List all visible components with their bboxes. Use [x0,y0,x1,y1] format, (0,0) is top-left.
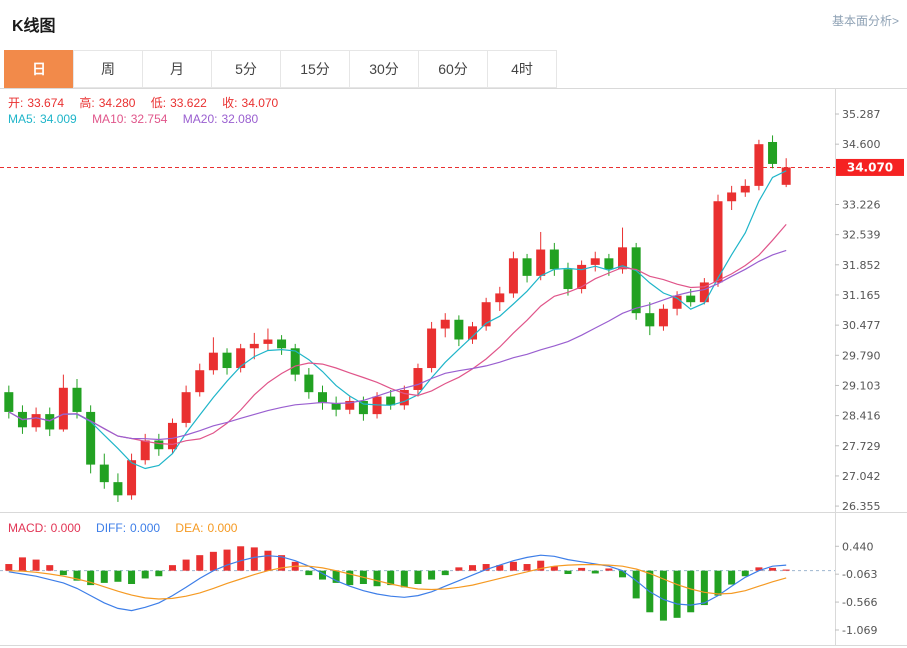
fundamental-analysis-link[interactable]: 基本面分析> [831,14,899,28]
svg-text:34.070: 34.070 [847,160,893,174]
candlestick-series [4,135,791,502]
ma5-line [8,170,787,470]
tab-60min[interactable]: 60分 [418,50,488,88]
page-header: K线图 基本面分析> [0,0,907,50]
diff-line [8,554,787,612]
macd-axis: 0.440 -0.063 -0.566 -1.069 [835,540,877,637]
svg-text:34.600: 34.600 [842,138,881,151]
svg-text:28.416: 28.416 [842,410,881,423]
svg-text:26.355: 26.355 [842,500,881,513]
dea-line [8,564,787,600]
kline-chart[interactable]: 35.287 34.600 33.226 32.539 31.852 31.165 30.4… [0,88,907,648]
ma10-line [8,224,787,446]
tab-30min[interactable]: 30分 [349,50,419,88]
svg-text:-0.566: -0.566 [842,596,877,609]
svg-text:0.440: 0.440 [842,540,874,553]
svg-text:32.539: 32.539 [842,229,881,242]
panel-borders [0,88,907,646]
svg-text:31.165: 31.165 [842,289,881,302]
tab-15min[interactable]: 15分 [280,50,350,88]
tab-week[interactable]: 周 [73,50,143,88]
svg-text:35.287: 35.287 [842,108,881,121]
svg-text:27.042: 27.042 [842,470,881,483]
svg-text:29.790: 29.790 [842,349,881,362]
last-price-label: 34.070 [836,158,904,176]
tab-month[interactable]: 月 [142,50,212,88]
price-axis: 35.287 34.600 33.226 32.539 31.852 31.165 30.4… [835,108,881,513]
svg-text:29.103: 29.103 [842,379,881,392]
svg-text:-0.063: -0.063 [842,568,877,581]
chart-area: 35.287 34.600 33.226 32.539 31.852 31.165 30.4… [0,88,907,648]
page-title: K线图 [12,18,56,35]
period-tabs: 日 周 月 5分 15分 30分 60分 4时 [0,50,907,88]
svg-text:-1.069: -1.069 [842,624,877,637]
svg-text:31.852: 31.852 [842,259,881,272]
tab-day[interactable]: 日 [4,50,74,88]
ma20-line [8,249,787,441]
tab-4hour[interactable]: 4时 [487,50,557,88]
tab-5min[interactable]: 5分 [211,50,281,88]
svg-text:30.477: 30.477 [842,319,881,332]
svg-text:33.226: 33.226 [842,198,881,211]
svg-text:27.729: 27.729 [842,440,881,453]
